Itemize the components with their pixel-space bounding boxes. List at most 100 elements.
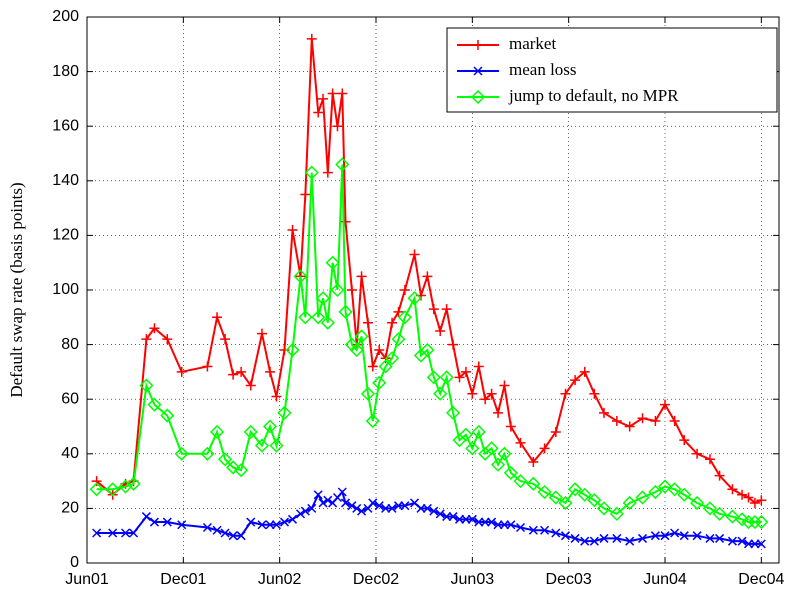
data-point <box>271 520 281 530</box>
data-point <box>340 498 351 508</box>
y-tick-label: 40 <box>61 445 79 462</box>
data-point <box>490 457 506 472</box>
x-tick-label: Jun02 <box>258 571 302 588</box>
data-point <box>637 533 648 543</box>
data-point <box>346 285 357 295</box>
data-point <box>407 291 422 306</box>
data-point <box>503 465 518 480</box>
data-point <box>435 325 446 336</box>
data-point <box>635 490 650 505</box>
data-point <box>548 490 563 505</box>
legend-label: market <box>509 34 556 53</box>
data-point <box>384 351 400 366</box>
data-point <box>300 189 311 200</box>
data-point <box>570 533 580 543</box>
data-point <box>315 291 331 306</box>
data-point <box>92 528 102 538</box>
data-point <box>551 528 561 538</box>
data-point <box>448 339 459 350</box>
data-point <box>493 407 504 418</box>
x-tick-label: Dec02 <box>353 571 399 588</box>
data-point <box>558 495 573 511</box>
data-point <box>473 361 484 372</box>
data-point <box>387 503 397 513</box>
data-point <box>611 416 622 427</box>
data-point <box>378 359 393 374</box>
data-point <box>537 484 552 500</box>
data-point <box>298 310 313 325</box>
data-point <box>118 479 133 494</box>
data-point <box>528 525 538 535</box>
data-point <box>446 405 461 420</box>
data-point <box>202 522 212 533</box>
data-point <box>352 503 362 513</box>
data-point <box>279 345 290 356</box>
data-point <box>609 506 624 521</box>
data-point <box>570 375 581 386</box>
x-tick-label: Jun04 <box>643 571 687 588</box>
data-point <box>360 386 376 401</box>
legend-label: jump to default, no MPR <box>508 86 679 105</box>
data-point <box>560 388 571 399</box>
data-point <box>226 460 241 475</box>
data-point <box>141 512 151 522</box>
data-point <box>200 446 215 461</box>
data-point <box>487 517 497 527</box>
data-point <box>212 525 222 535</box>
data-point <box>715 533 725 543</box>
data-point <box>454 372 465 383</box>
data-point <box>372 375 387 390</box>
data-point <box>598 407 609 418</box>
data-point <box>304 165 319 180</box>
data-point <box>480 394 491 405</box>
data-point <box>515 522 526 533</box>
y-tick-label: 140 <box>52 172 79 189</box>
x-tick-label: Dec04 <box>738 571 784 588</box>
data-point <box>357 506 367 516</box>
data-point <box>318 498 328 508</box>
data-point <box>727 484 738 495</box>
data-point <box>580 536 590 546</box>
data-point <box>540 525 550 535</box>
data-point <box>160 408 175 423</box>
data-point <box>356 271 367 282</box>
data-point <box>176 366 187 377</box>
data-point <box>337 487 347 497</box>
data-point <box>212 312 223 323</box>
data-point <box>497 446 512 461</box>
data-point <box>448 512 458 522</box>
data-point <box>277 405 292 420</box>
data-point <box>599 533 609 543</box>
data-point <box>660 531 670 541</box>
data-point <box>287 224 298 235</box>
data-point <box>568 482 583 497</box>
data-point <box>692 531 702 541</box>
data-point <box>756 495 767 506</box>
data-point <box>202 361 213 372</box>
legend-marker <box>473 40 483 50</box>
data-point <box>300 506 310 516</box>
data-point <box>435 509 445 519</box>
data-point <box>269 438 284 453</box>
data-point <box>149 517 159 527</box>
data-point <box>416 503 426 513</box>
data-point <box>499 520 509 530</box>
data-point <box>262 419 278 434</box>
data-point <box>648 484 663 500</box>
data-point <box>265 366 276 377</box>
data-point <box>743 492 754 503</box>
data-point <box>624 421 635 432</box>
data-point <box>625 536 635 546</box>
data-point <box>257 520 267 530</box>
data-point <box>243 424 258 440</box>
data-point <box>596 501 612 516</box>
data-point <box>439 370 454 385</box>
data-point <box>422 271 433 282</box>
data-point <box>365 413 380 429</box>
data-point <box>484 441 499 456</box>
y-tick-label: 60 <box>61 390 79 407</box>
data-point <box>749 497 760 508</box>
data-point <box>735 512 750 527</box>
legend-marker <box>473 66 483 76</box>
